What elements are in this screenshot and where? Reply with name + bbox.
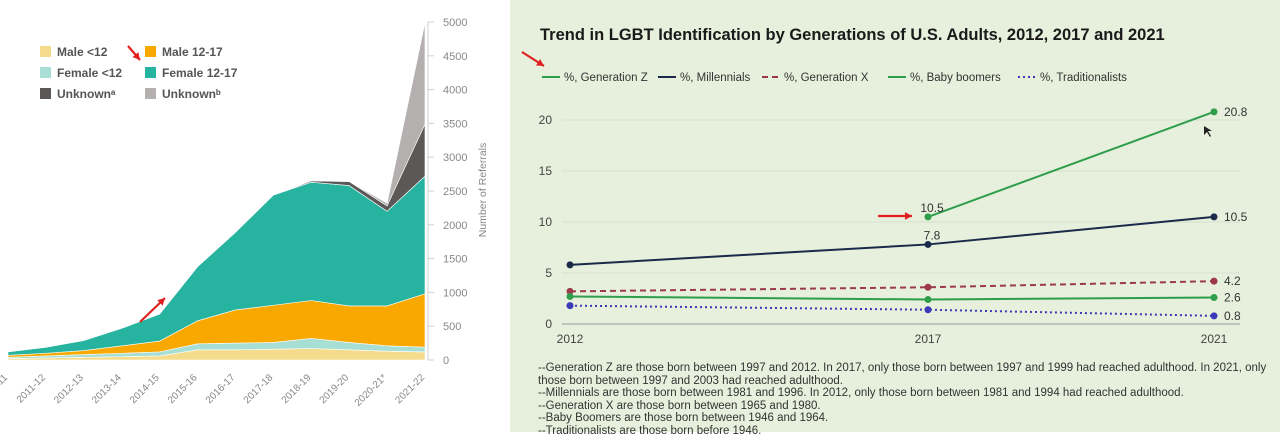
data-point (567, 302, 574, 309)
cursor-icon (1204, 126, 1212, 137)
data-point (1211, 213, 1218, 220)
x-tick-label: 2017 (915, 332, 942, 346)
legend-label: Male <12 (57, 45, 108, 59)
legend-label: %, Generation X (784, 72, 869, 84)
y-tick-label: 4000 (443, 85, 467, 97)
y-tick-label: 0 (545, 317, 552, 331)
y-tick-label: 3500 (443, 118, 467, 130)
data-label: 0.8 (1224, 309, 1241, 323)
lgbt-trend-panel: Trend in LGBT Identification by Generati… (510, 0, 1280, 432)
data-point (567, 261, 574, 268)
note-line: --Millennials are those born between 198… (538, 387, 1278, 400)
legend-label: Female 12-17 (162, 66, 238, 80)
legend-label: %, Generation Z (564, 72, 648, 84)
legend-label: Unknownᵇ (162, 87, 221, 101)
data-point (1211, 294, 1218, 301)
series-line--generation-z (928, 112, 1214, 217)
data-label: 2.6 (1224, 290, 1241, 304)
lgbt-line-chart: 0 5 10 15 20 2012 2017 2021 %, Generation Z %, Mi… (510, 0, 1280, 360)
y-tick-label: 5 (545, 266, 552, 280)
y-tick-label: 1000 (443, 287, 467, 299)
x-tick-label: 2013-14 (90, 372, 124, 406)
data-label: 10.5 (920, 201, 944, 215)
x-tick-label: 2019-20 (318, 372, 352, 406)
legend-swatch (40, 46, 51, 57)
x-tick-label: 2011-12 (15, 372, 49, 406)
data-label: 7.8 (924, 228, 941, 242)
x-tick-label: 2017-18 (242, 372, 276, 406)
chart-notes: --Generation Z are those born between 19… (538, 362, 1278, 437)
y-tick-label: 5000 (443, 17, 467, 29)
referrals-chart-panel: 0 500 1000 1500 2000 2500 3000 3500 4000 4500 5000… (0, 0, 500, 432)
data-point (1211, 312, 1218, 319)
y-tick-label: 3000 (443, 152, 467, 164)
x-tick-label: 2012-13 (52, 372, 86, 406)
note-line: --Baby Boomers are those born between 19… (538, 412, 1278, 425)
legend-label: %, Millennials (680, 72, 751, 84)
legend-swatch (145, 46, 156, 57)
x-tick-label: 2018-19 (280, 372, 314, 406)
x-tick-label: 2016-17 (204, 372, 238, 406)
data-label: 20.8 (1224, 105, 1248, 119)
note-line: --Traditionalists are those born before … (538, 425, 1278, 437)
y-tick-label: 2500 (443, 186, 467, 198)
y-tick-label: 20 (539, 113, 553, 127)
data-point (925, 296, 932, 303)
x-tick-label: 2010-11 (0, 372, 10, 406)
data-label: 10.5 (1224, 210, 1248, 224)
x-tick-label: 2021 (1201, 332, 1228, 346)
referrals-area-chart: 0 500 1000 1500 2000 2500 3000 3500 4000 4500 5000… (0, 0, 500, 432)
note-line: --Generation Z are those born between 19… (538, 362, 1278, 387)
legend-swatch (40, 67, 51, 78)
data-point (1211, 108, 1218, 115)
legend-label: %, Baby boomers (910, 72, 1001, 84)
series-line--traditionalists (570, 306, 1214, 316)
data-point (925, 284, 932, 291)
x-tick-label: 2021-22 (393, 372, 427, 406)
y-tick-label: 2000 (443, 220, 467, 232)
legend-label: Unknownᵃ (57, 87, 116, 101)
data-point (925, 306, 932, 313)
x-tick-label: 2012 (557, 332, 584, 346)
y-tick-label: 500 (443, 321, 461, 333)
y-tick-label: 10 (539, 215, 553, 229)
y-axis-label: Number of Referrals (477, 143, 489, 238)
data-point (567, 293, 574, 300)
y-tick-label: 4500 (443, 51, 467, 63)
legend-swatch (145, 67, 156, 78)
y-tick-label: 1500 (443, 254, 467, 266)
series-line--baby-boomers (570, 296, 1214, 299)
x-tick-label: 2015-16 (166, 372, 200, 406)
series-line--generation-x (570, 281, 1214, 291)
legend-swatch (145, 88, 156, 99)
legend-label: Male 12-17 (162, 45, 223, 59)
y-tick-label: 0 (443, 355, 449, 367)
annotation-arrow-head (905, 212, 912, 220)
data-point (1211, 278, 1218, 285)
legend-swatch (40, 88, 51, 99)
x-tick-label: 2014-15 (128, 372, 162, 406)
legend-label: Female <12 (57, 66, 122, 80)
series-line--millennials (570, 217, 1214, 265)
y-tick-label: 15 (539, 164, 553, 178)
data-label: 4.2 (1224, 274, 1241, 288)
x-tick-label: 2020-21* (353, 372, 390, 409)
note-line: --Generation X are those born between 19… (538, 400, 1278, 413)
legend-label: %, Traditionalists (1040, 72, 1127, 84)
